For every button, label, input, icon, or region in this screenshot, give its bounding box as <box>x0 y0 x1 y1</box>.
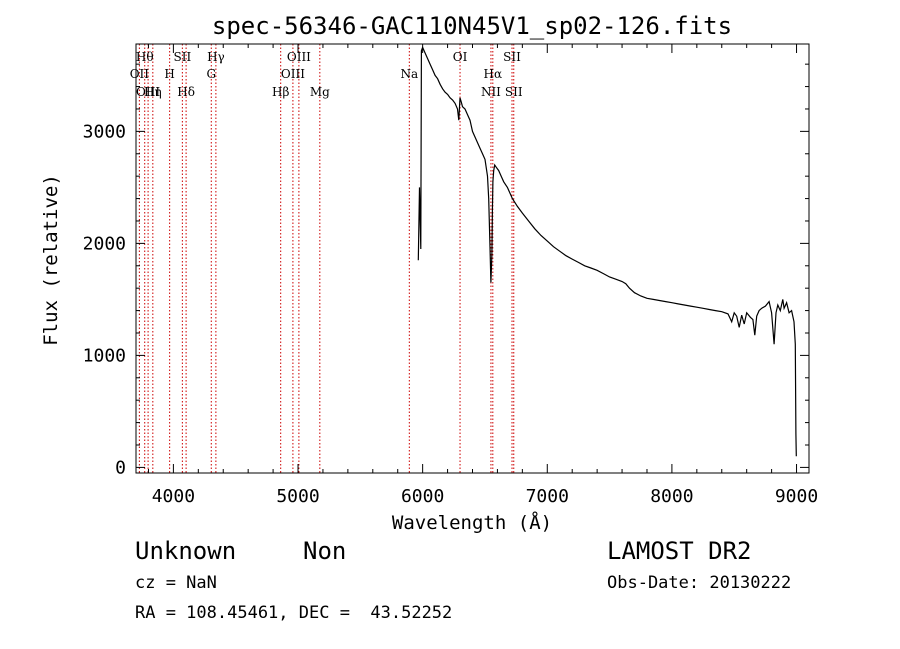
spectral-line-label: SII <box>505 85 523 99</box>
spectral-line-label: OI <box>453 50 468 64</box>
spectral-line-label: Hθ <box>136 50 154 64</box>
y-tick-label: 0 <box>115 457 126 478</box>
object-subclass-label: Non <box>303 537 347 565</box>
spectral-line-label: OIII <box>281 67 305 81</box>
coordinates-text: RA = 108.45461, DEC = 43.52252 <box>135 603 453 623</box>
spectral-line-label: Hβ <box>272 85 289 99</box>
spectral-line-label: Na <box>400 67 418 81</box>
spectrum-series-line <box>417 45 797 457</box>
obs-date-text: Obs-Date: 20130222 <box>607 573 792 593</box>
redshift-text: cz = NaN <box>135 573 217 593</box>
spectral-line-label: Hδ <box>177 85 195 99</box>
spectral-line-label: Hα <box>484 67 503 81</box>
spectral-line-labels: OIIHθOIIIHηHSIIHδGHγHβOIIIOIIIMgNaOINIIH… <box>130 50 523 99</box>
object-class-label: Unknown <box>135 537 237 565</box>
x-tick-label: 5000 <box>276 486 319 507</box>
spectral-line-label: H <box>164 67 174 81</box>
spectral-line-label: Hη <box>144 85 162 99</box>
x-tick-label: 6000 <box>401 486 444 507</box>
plot-frame <box>135 43 810 474</box>
y-tick-label: 2000 <box>83 233 126 254</box>
spectral-line-markers <box>138 44 515 473</box>
spectral-line-label: SII <box>503 50 521 64</box>
survey-label: LAMOST DR2 <box>607 537 752 565</box>
axis-ticks <box>136 44 809 473</box>
x-axis-label: Wavelength (Å) <box>392 511 552 534</box>
spectral-line-label: OIII <box>136 85 160 99</box>
spectral-line-label: Hγ <box>207 50 225 64</box>
chart-title: spec-56346-GAC110N45V1_sp02-126.fits <box>212 12 732 40</box>
spectral-line-label: SII <box>174 50 192 64</box>
y-axis-label: Flux (relative) <box>40 174 62 346</box>
spectral-line-label: OII <box>130 67 150 81</box>
spectral-line-label: OIII <box>287 50 311 64</box>
x-tick-label: 8000 <box>650 486 693 507</box>
axis-tick-labels: 4000 5000 6000 7000 8000 9000 0 1000 2000 3000 <box>83 121 819 507</box>
spectral-line-label: G <box>206 67 216 81</box>
spectral-line-label: Mg <box>310 85 330 99</box>
y-tick-label: 1000 <box>83 345 126 366</box>
x-tick-label: 9000 <box>775 486 818 507</box>
x-tick-label: 7000 <box>526 486 569 507</box>
y-tick-label: 3000 <box>83 121 126 142</box>
x-tick-label: 4000 <box>152 486 195 507</box>
spectral-line-label: NII <box>481 85 501 99</box>
